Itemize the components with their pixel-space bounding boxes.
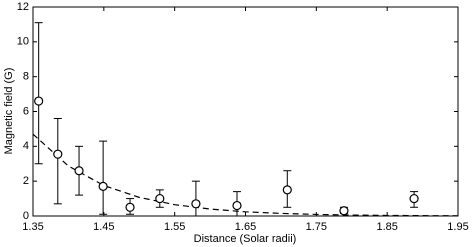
data-point	[125, 202, 135, 212]
data-point	[191, 199, 201, 209]
plot-frame	[32, 6, 459, 217]
y-axis-label: Magnetic field (G)	[3, 68, 15, 155]
x-tick-label: 1.95	[447, 221, 468, 233]
x-axis-label: Distance (Solar radii)	[194, 233, 297, 245]
y-tick-label: 0	[23, 210, 29, 222]
x-tick-label: 1.45	[93, 221, 114, 233]
data-point	[339, 206, 349, 216]
data-point	[232, 200, 242, 211]
data-point	[34, 96, 44, 106]
y-tick-label: 10	[17, 36, 29, 48]
data-point	[155, 193, 165, 204]
data-point	[98, 181, 108, 191]
x-tick-label: 1.75	[306, 221, 327, 233]
x-tick-label: 1.65	[235, 221, 256, 233]
x-tick-label: 1.85	[376, 221, 397, 233]
data-point	[282, 185, 292, 195]
data-point	[74, 166, 84, 176]
x-tick-label: 1.35	[22, 221, 43, 233]
y-tick-label: 4	[23, 140, 29, 152]
y-tick-label: 6	[23, 105, 29, 117]
y-tick-label: 2	[23, 175, 29, 187]
y-tick-label: 8	[23, 71, 29, 83]
x-tick-label: 1.55	[164, 221, 185, 233]
y-tick-label: 12	[17, 1, 29, 13]
data-point	[409, 193, 419, 204]
data-point	[53, 149, 63, 159]
fit-curve	[32, 133, 459, 217]
